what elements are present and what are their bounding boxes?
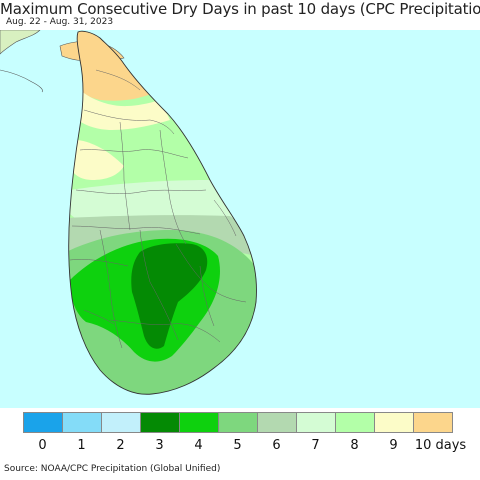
legend-swatch-9 [374,412,414,433]
legend-swatch-1 [62,412,102,433]
legend-swatch-6 [257,412,297,433]
legend-swatch-0 [23,412,63,433]
legend-swatch-3 [140,412,180,433]
legend-label-8: 8 [350,438,359,453]
india-landmass [0,30,41,55]
legend-swatch-10 [413,412,453,433]
coast-line [0,69,43,93]
source-credit: Source: NOAA/CPC Precipitation (Global U… [4,464,221,474]
date-range: Aug. 22 - Aug. 31, 2023 [6,17,114,27]
legend-label-4: 4 [194,438,203,453]
legend-label-0: 0 [38,438,47,453]
legend-label-1: 1 [77,438,86,453]
legend-label-7: 7 [311,438,320,453]
legend-label-3: 3 [155,438,164,453]
legend-swatch-8 [335,412,375,433]
map-title: Maximum Consecutive Dry Days in past 10 … [0,0,480,18]
sri-lanka-coastline [68,30,257,395]
legend: 0 1 2 3 4 5 6 7 8 9 10 days [0,412,480,460]
district-boundaries [69,69,247,349]
legend-label-2: 2 [116,438,125,453]
legend-swatch-2 [101,412,141,433]
legend-label-6: 6 [272,438,281,453]
legend-label-5: 5 [233,438,242,453]
legend-label-10: 10 days [414,438,467,453]
legend-swatch-4 [179,412,219,433]
legend-swatch-5 [218,412,258,433]
dry-days-map [0,30,480,408]
legend-swatch-7 [296,412,336,433]
legend-label-9: 9 [389,438,398,453]
